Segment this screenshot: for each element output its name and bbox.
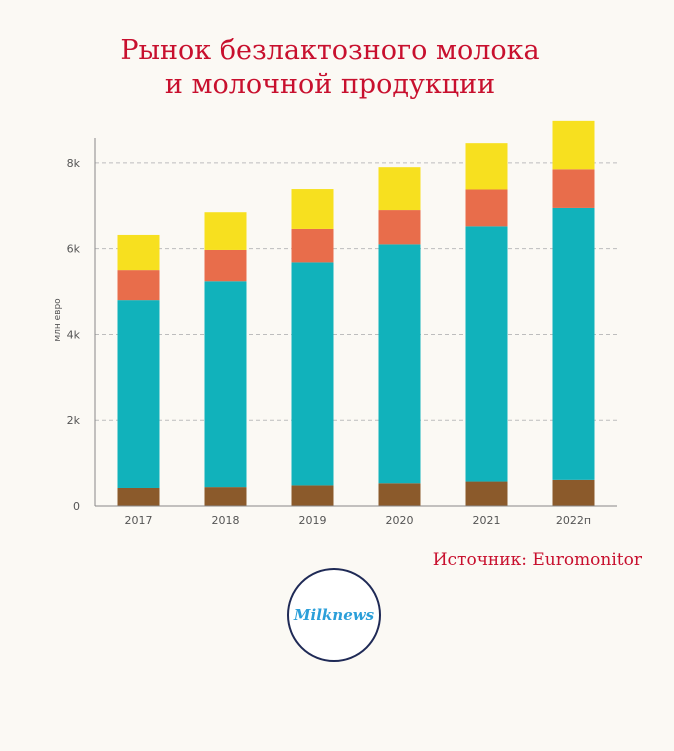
y-axis-label: млн евро: [53, 298, 63, 342]
bar-segment-teal: [291, 262, 334, 486]
x-tick-label: 2020: [386, 514, 414, 527]
x-tick-label: 2017: [125, 514, 153, 527]
x-tick-label: 2022п: [556, 514, 591, 527]
bar-segment-yellow: [117, 234, 160, 271]
bar-segment-orange: [378, 210, 421, 245]
bar-segment-orange: [552, 169, 595, 208]
x-tick-label: 2018: [212, 514, 240, 527]
y-tick-label: 2k: [67, 414, 81, 427]
bar-segment-yellow: [378, 167, 421, 211]
bar-segment-teal: [465, 226, 508, 482]
milknews-logo: Milknews: [287, 568, 381, 662]
bar-segment-yellow: [465, 143, 508, 190]
bar-segment-yellow: [204, 212, 247, 250]
bar-segment-brown: [117, 487, 160, 506]
source-note: Источник: Euromonitor: [432, 550, 642, 570]
bar-segment-brown: [465, 481, 508, 506]
bar-segment-orange: [465, 189, 508, 227]
y-tick-label: 6k: [67, 243, 81, 256]
bar-segment-teal: [378, 244, 421, 484]
bar-segment-orange: [117, 270, 160, 301]
chart-title-line1: Рынок безлактозного молока: [120, 35, 540, 66]
chart-title: Рынок безлактозного молока и молочной пр…: [0, 34, 660, 102]
y-tick-label: 0: [73, 500, 80, 513]
bar-segment-orange: [204, 249, 247, 282]
bar-segment-brown: [204, 487, 247, 506]
y-tick-label: 8k: [67, 157, 81, 170]
chart-title-line2: и молочной продукции: [164, 69, 496, 100]
bar-segment-brown: [378, 483, 421, 506]
bar-chart: 0 2k 4k 6k 8k млн евро 2017 2018 2019 2020 2021 202…: [53, 120, 617, 527]
bar-segment-teal: [552, 207, 595, 480]
bar-segment-brown: [291, 485, 334, 506]
bar-segment-orange: [291, 228, 334, 263]
bar-segment-teal: [204, 281, 247, 488]
x-tick-label: 2019: [299, 514, 327, 527]
y-tick-label: 4k: [67, 328, 81, 341]
bar-segment-teal: [117, 300, 160, 488]
bar-segment-brown: [552, 479, 595, 506]
bar-segment-yellow: [291, 189, 334, 229]
x-tick-label: 2021: [473, 514, 501, 527]
bar-segment-yellow: [552, 120, 595, 170]
logo-text: Milknews: [293, 606, 375, 624]
